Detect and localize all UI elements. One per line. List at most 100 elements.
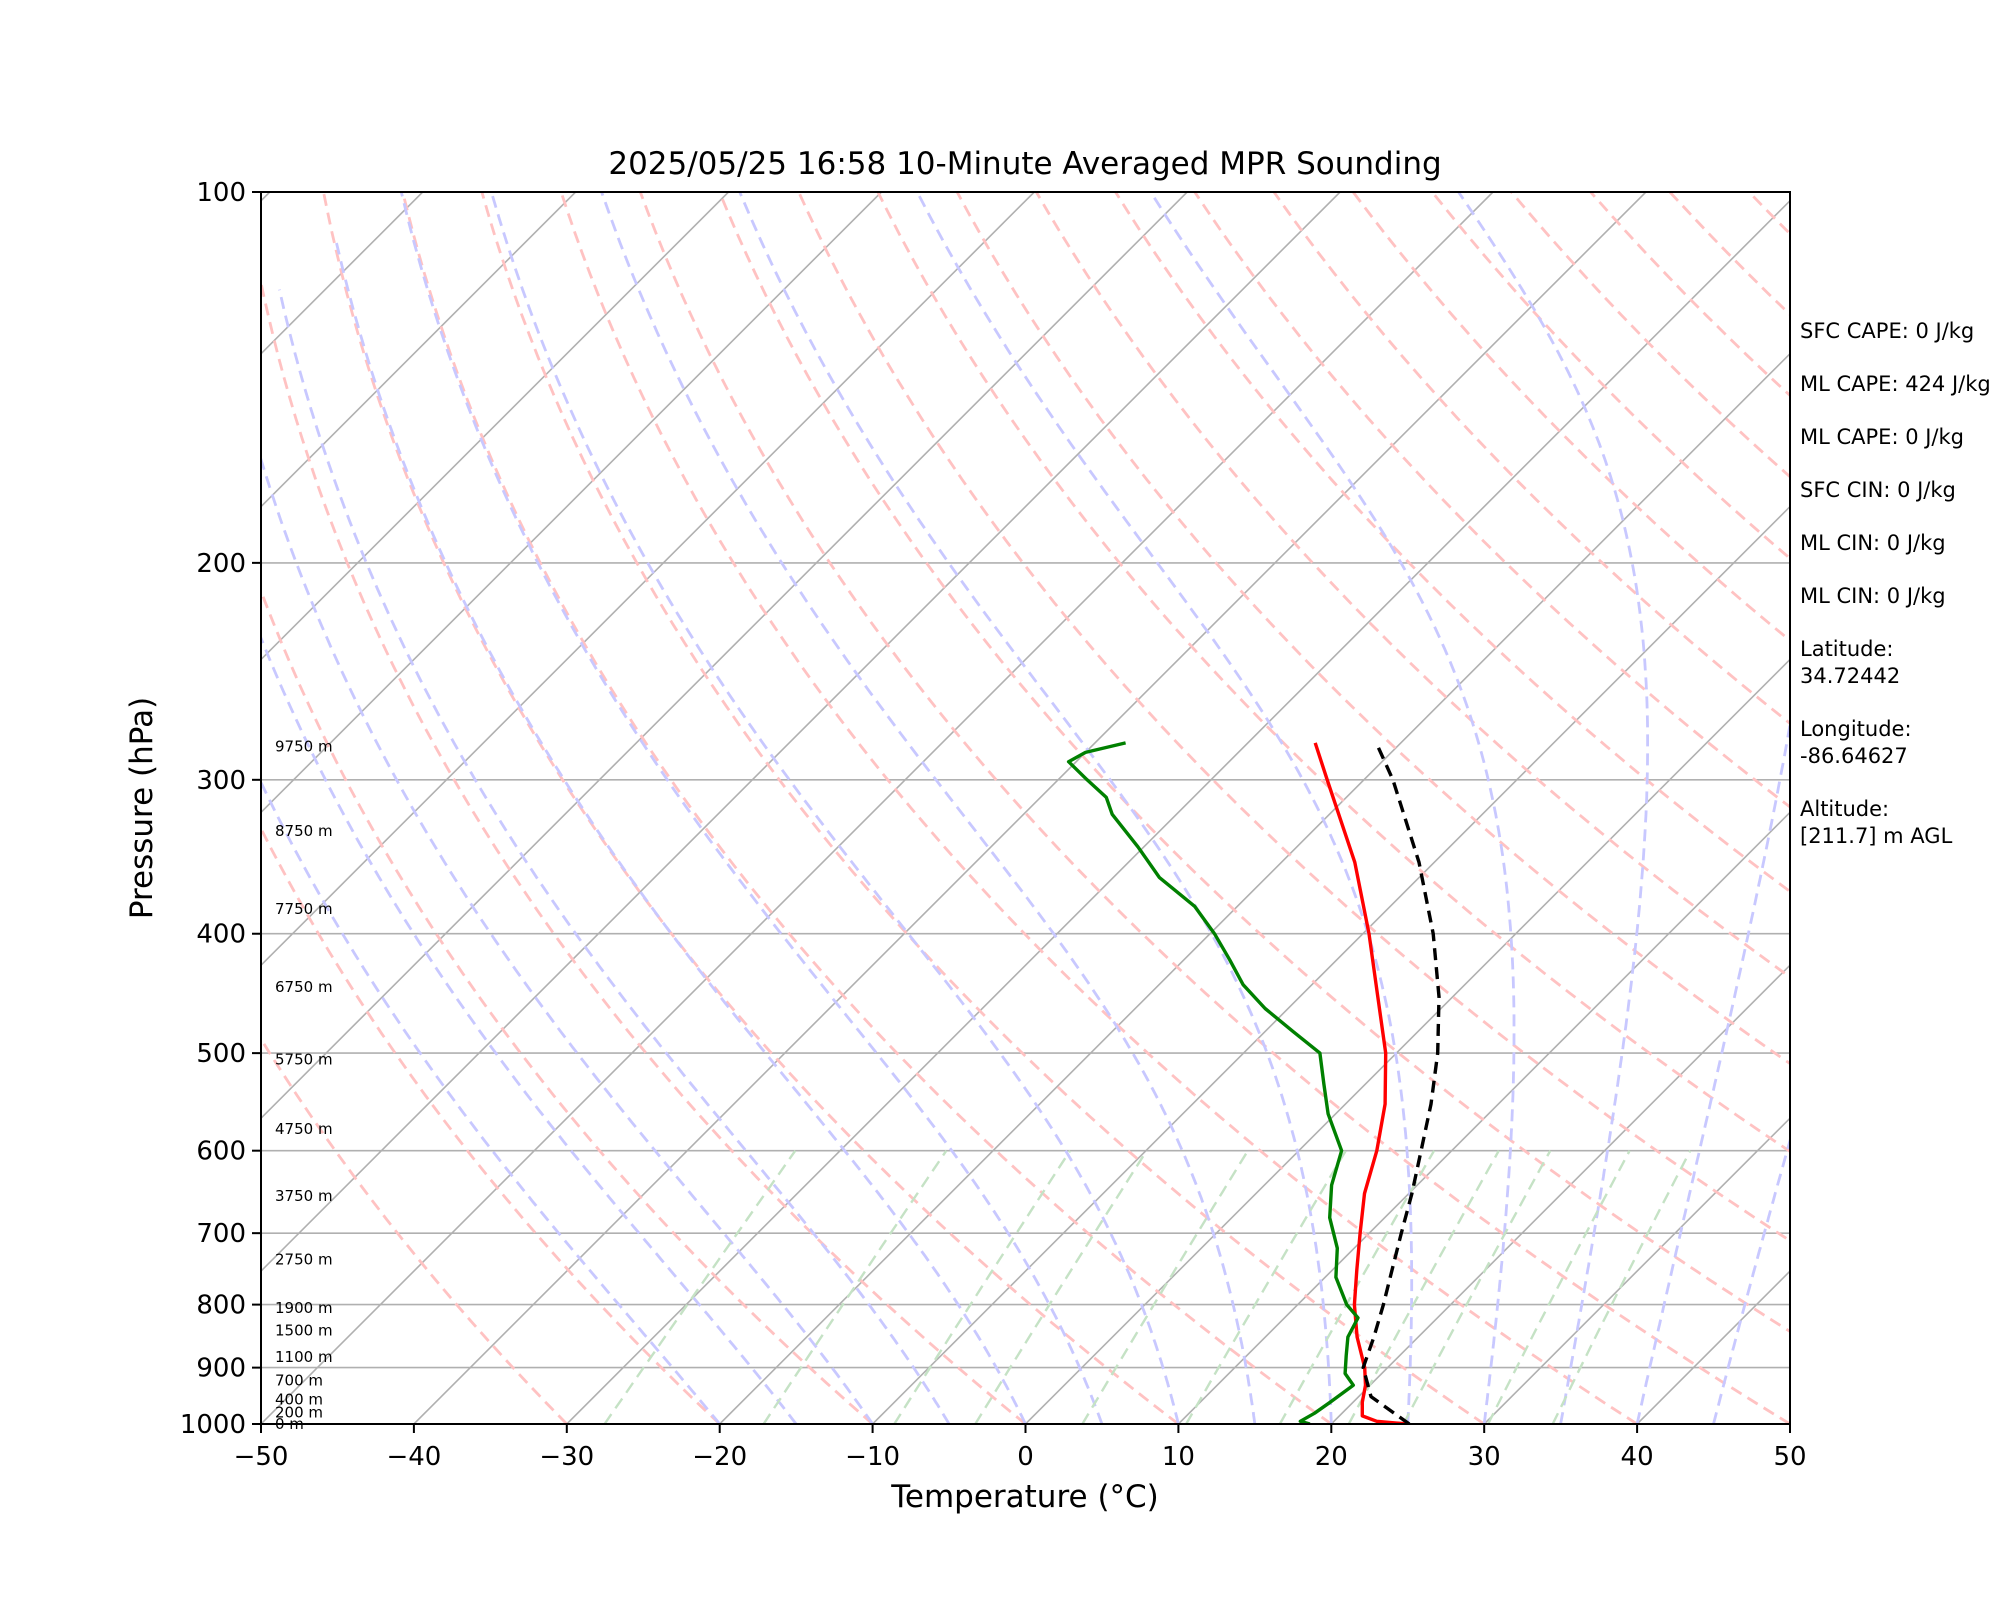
x-tick-label: −10 [845, 1442, 900, 1472]
moist-adiabat [335, 242, 1027, 1424]
isotherm-line [1483, 1117, 1790, 1424]
moist-adiabat [490, 192, 1180, 1424]
height-label: 0 m [275, 1415, 304, 1433]
dry-adiabat [1431, 192, 1790, 561]
y-axis-label: Pressure (hPa) [124, 697, 160, 919]
dry-adiabat [718, 192, 1790, 1334]
moist-adiabats [261, 192, 1790, 1424]
isotherm-line [413, 192, 1647, 1424]
isotherm-line [566, 199, 1790, 1424]
x-tick-label: −20 [692, 1442, 747, 1472]
isotherm-line [261, 192, 1188, 1120]
height-label: 8750 m [275, 822, 333, 840]
mixing-ratio-line [1487, 1150, 1631, 1424]
moist-adiabat [278, 289, 951, 1424]
mixing-ratio-line [1347, 1150, 1500, 1424]
x-tick-label: 40 [1621, 1442, 1654, 1472]
y-tick-label: 100 [196, 178, 246, 208]
mixing-ratio-line [603, 1150, 797, 1424]
dry-adiabat [1035, 192, 1790, 979]
dry-adiabat [1510, 192, 1790, 479]
mixing-ratio-line [1081, 1150, 1249, 1424]
x-tick-label: 50 [1773, 1442, 1806, 1472]
isotherm-line [261, 192, 882, 814]
height-label: 7750 m [275, 900, 333, 918]
height-label: 1900 m [275, 1299, 333, 1317]
height-label: 200 m [275, 1404, 323, 1422]
isotherm-line [261, 192, 1035, 967]
y-tick-label: 200 [196, 549, 246, 579]
height-label: 3750 m [275, 1187, 333, 1205]
height-label: 4750 m [275, 1120, 333, 1138]
parameter-label: ML CIN: 0 J/kg [1800, 584, 1946, 608]
moist-adiabat [261, 779, 721, 1424]
dry-adiabat [401, 192, 1333, 1424]
height-label: 1100 m [275, 1348, 333, 1366]
parameter-label: SFC CIN: 0 J/kg [1800, 478, 1956, 502]
height-label: 1500 m [275, 1322, 333, 1340]
dry-adiabat [261, 587, 874, 1424]
height-label: 9750 m [275, 738, 333, 756]
dry-adiabat [559, 192, 1638, 1424]
height-label: 400 m [275, 1390, 323, 1408]
dry-adiabat [797, 192, 1790, 1243]
dry-adiabat [1114, 192, 1790, 894]
parameter-label: Longitude: [1800, 717, 1912, 741]
moist-adiabat [261, 634, 798, 1424]
y-tick-label: 300 [196, 766, 246, 796]
dry-adiabat [876, 192, 1790, 1154]
parameter-label: SFC CAPE: 0 J/kg [1800, 319, 1974, 343]
y-tick-label: 1000 [180, 1410, 246, 1440]
sounding-traces [1066, 741, 1441, 1424]
y-tick-label: 600 [196, 1137, 246, 1167]
parameter-label: ML CAPE: 424 J/kg [1800, 372, 1991, 396]
mixing-ratio-line [1185, 1150, 1347, 1424]
moist-adiabat [600, 192, 1257, 1424]
plot-area [0, 192, 1790, 1424]
dry-adiabat [261, 1036, 568, 1424]
moist-adiabat [261, 454, 874, 1424]
sounding-parameters-panel: SFC CAPE: 0 J/kg ML CAPE: 424 J/kg ML CAPE… [1800, 319, 1991, 848]
moist-adiabat [1457, 192, 1649, 1424]
parameter-value: [211.7] m AGL [1800, 824, 1953, 848]
mixing-ratio-line [893, 1150, 1072, 1424]
dry-adiabat [955, 192, 1790, 1066]
moist-adiabat [1635, 716, 1790, 1424]
height-label: 2750 m [275, 1250, 333, 1268]
moist-adiabat [399, 192, 1104, 1424]
skewed-isotherms [0, 192, 1790, 1424]
parameter-label: ML CIN: 0 J/kg [1800, 531, 1946, 555]
mixing-ratio-line [762, 1150, 948, 1424]
moist-adiabat [1149, 192, 1516, 1424]
isotherm-line [0, 192, 117, 1424]
y-tick-label: 400 [196, 920, 246, 950]
mixing-ratio-line [1402, 1150, 1552, 1424]
isotherm-line [1330, 964, 1790, 1424]
isotherm-line [261, 192, 1341, 1273]
parameter-label: Altitude: [1800, 797, 1889, 821]
parameter-label: ML CAPE: 0 J/kg [1800, 425, 1964, 449]
chart-title: 2025/05/25 16:58 10-Minute Averaged MPR … [608, 146, 1441, 182]
y-tick-label: 800 [196, 1291, 246, 1321]
x-axis-label: Temperature (°C) [890, 1479, 1159, 1515]
x-tick-label: 0 [1017, 1442, 1034, 1472]
moist-adiabat [738, 192, 1333, 1424]
x-tick-label: 10 [1162, 1442, 1195, 1472]
y-tick-label: 900 [196, 1354, 246, 1384]
y-axis-ticks: 100 200 300 400 500 600 700 800 900 1000 [180, 178, 261, 1440]
y-tick-label: 700 [196, 1219, 246, 1249]
moist-adiabat [915, 192, 1414, 1424]
isotherm-line [1177, 811, 1790, 1424]
x-tick-label: −40 [386, 1442, 441, 1472]
mixing-ratio-line [974, 1150, 1148, 1424]
height-label: 700 m [275, 1372, 323, 1390]
dry-adiabat [1351, 192, 1790, 643]
mixing-ratio-line [1551, 1150, 1692, 1424]
parcel-trace [1361, 742, 1441, 1424]
y-tick-label: 500 [196, 1039, 246, 1069]
x-tick-label: 20 [1315, 1442, 1348, 1472]
isotherm-line [261, 192, 1494, 1424]
dry-adiabat [638, 192, 1790, 1424]
